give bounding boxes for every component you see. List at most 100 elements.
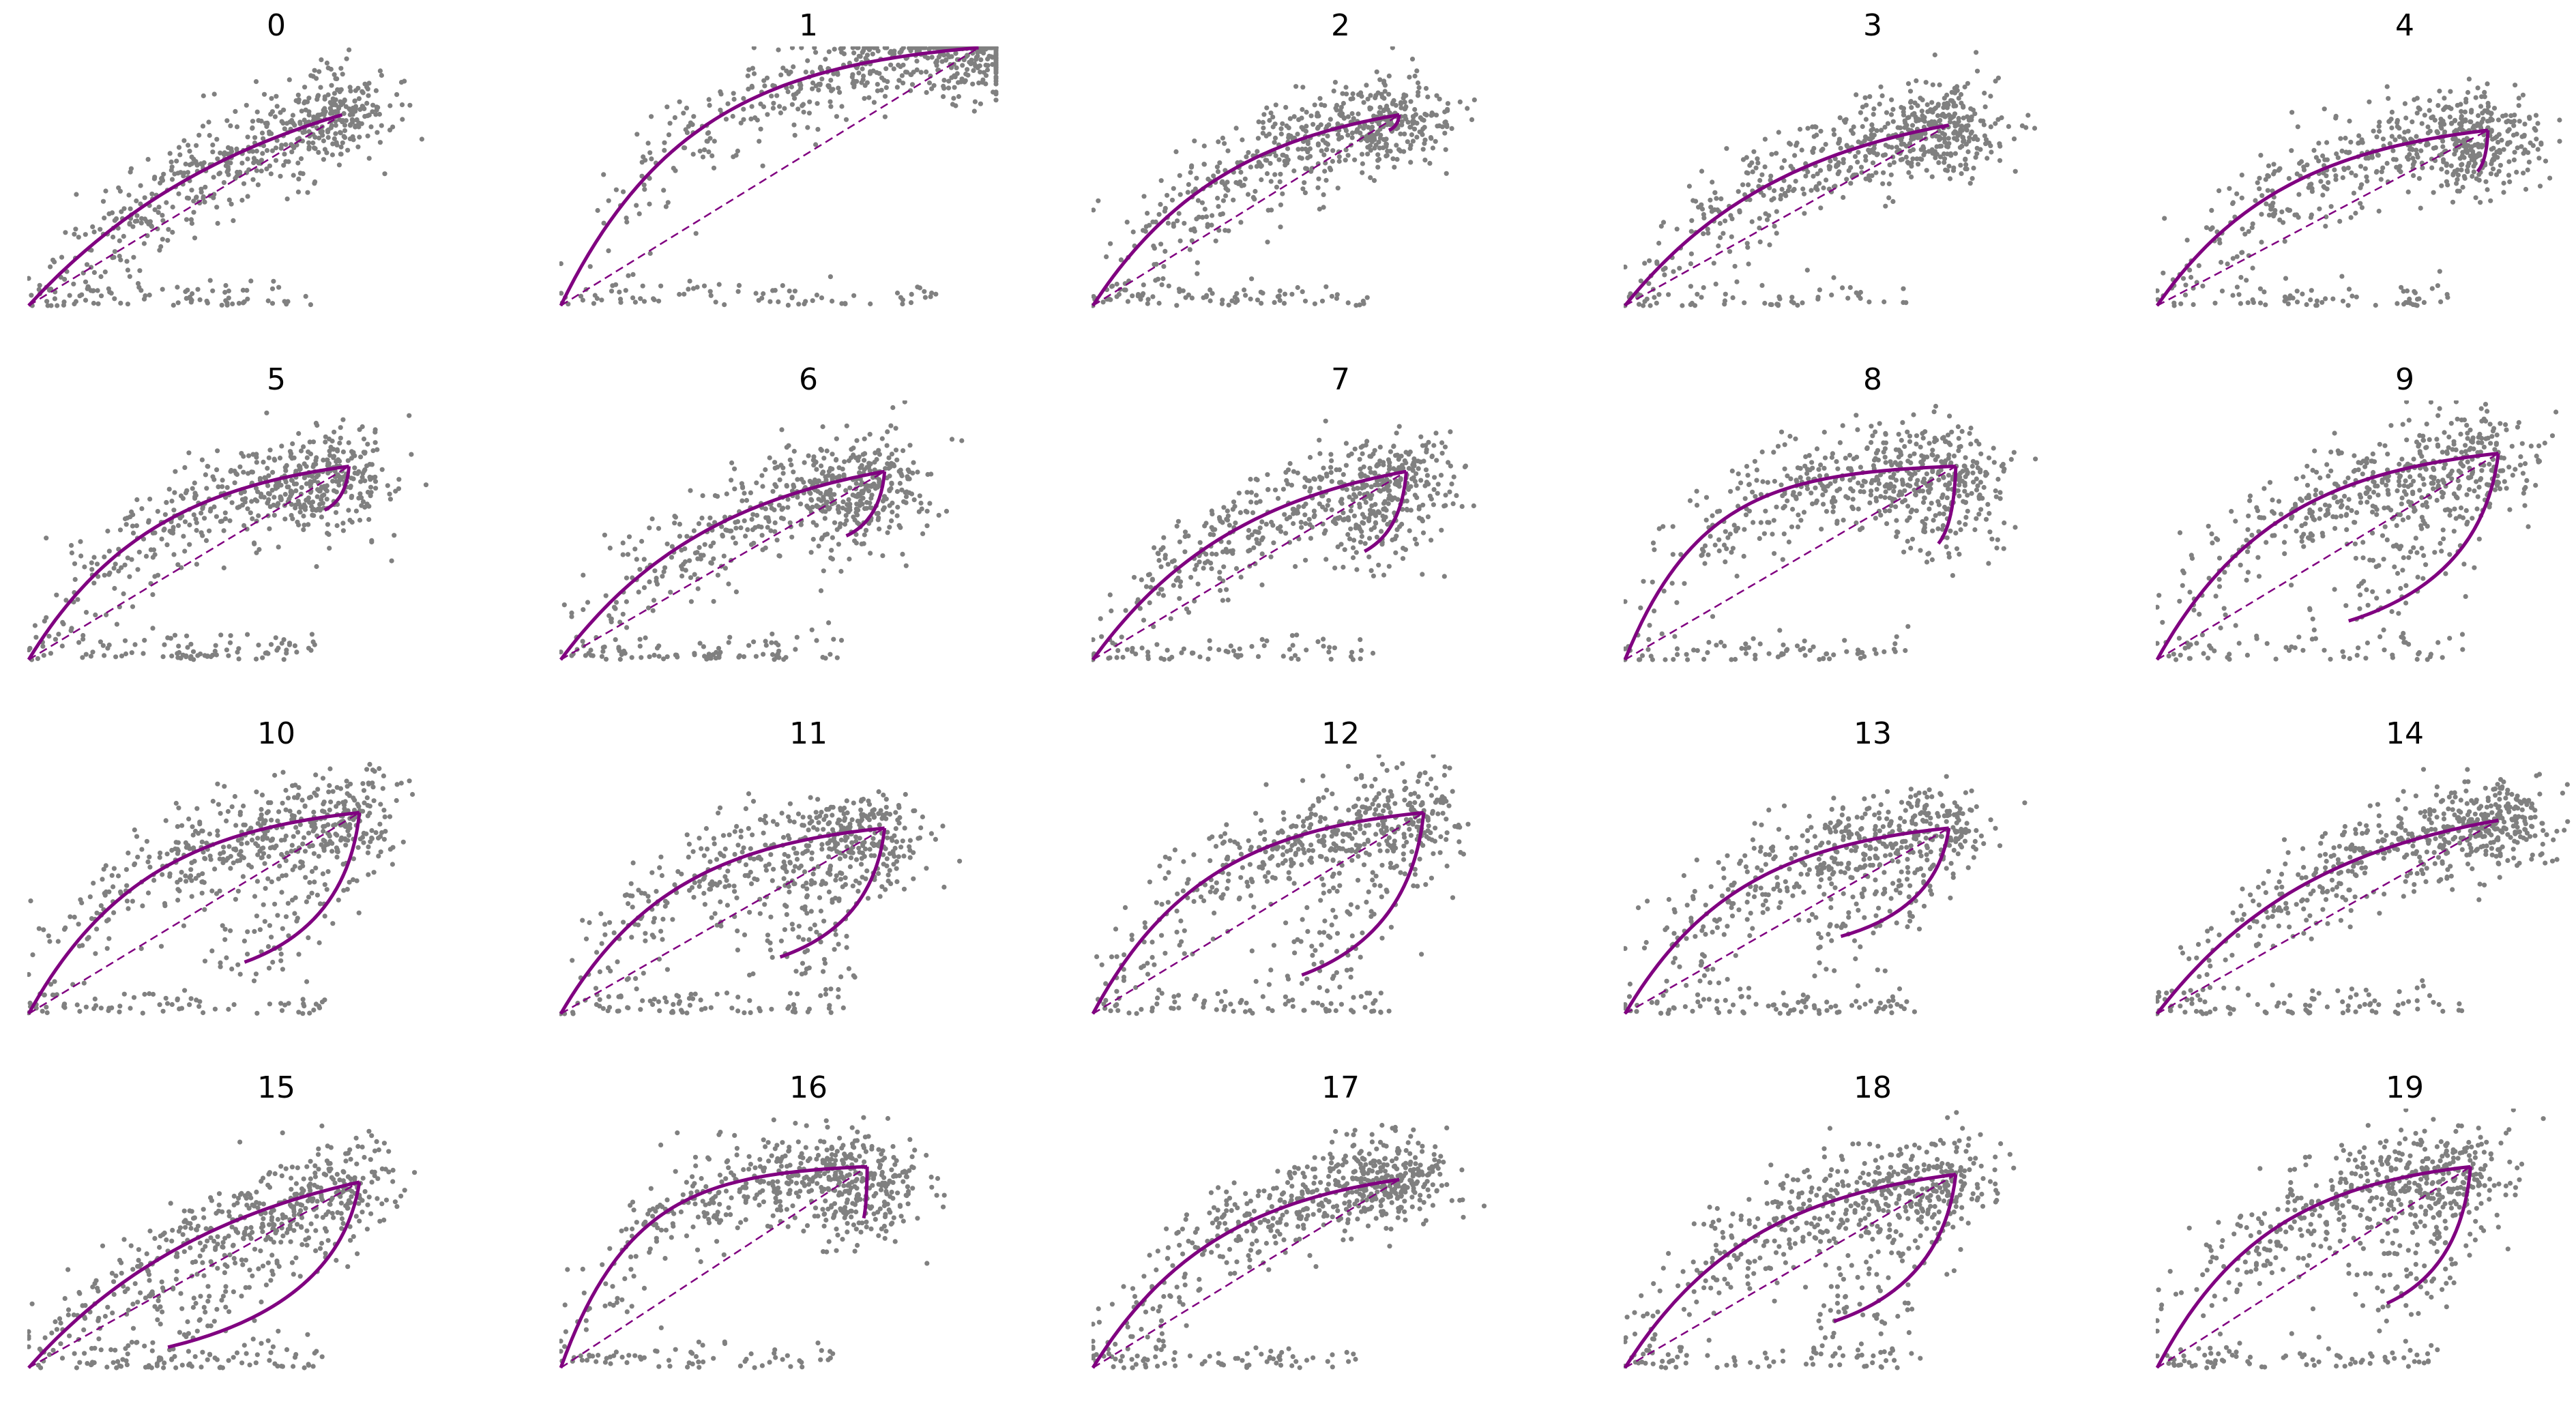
data-point <box>993 78 999 84</box>
data-point <box>887 487 892 493</box>
data-point <box>1811 173 1816 179</box>
data-point <box>750 512 756 517</box>
data-point <box>2225 261 2230 267</box>
data-point <box>1988 124 1993 130</box>
data-point <box>889 518 894 523</box>
data-point <box>340 140 345 145</box>
data-point <box>2538 141 2544 147</box>
data-point <box>366 80 372 86</box>
data-point <box>314 494 320 499</box>
data-point <box>1909 174 1914 179</box>
data-point <box>169 654 175 659</box>
data-point <box>908 88 913 93</box>
data-point <box>892 51 897 57</box>
data-point <box>299 108 304 114</box>
data-point <box>813 50 819 55</box>
data-point <box>338 151 343 157</box>
data-point <box>1999 115 2004 121</box>
data-point <box>808 490 813 496</box>
data-point <box>1189 295 1195 301</box>
data-point <box>1194 175 1199 181</box>
data-point <box>1268 179 1274 184</box>
data-point <box>191 199 196 204</box>
data-point <box>1923 80 1929 85</box>
data-point <box>2543 158 2549 164</box>
data-point <box>853 455 859 460</box>
data-point <box>824 503 830 510</box>
data-point <box>338 425 343 430</box>
data-point <box>1350 91 1356 97</box>
data-point <box>164 542 170 548</box>
data-point <box>830 298 835 304</box>
data-point <box>729 478 734 483</box>
data-point <box>1403 113 1408 119</box>
data-point <box>763 506 768 512</box>
data-point <box>905 467 911 473</box>
data-point <box>767 299 773 304</box>
data-point <box>697 148 703 154</box>
data-point <box>760 484 765 489</box>
data-point <box>823 499 829 505</box>
data-point <box>1945 144 1950 149</box>
data-point <box>130 604 136 609</box>
data-point <box>1701 211 1706 217</box>
data-point <box>2309 212 2314 218</box>
data-point <box>2442 96 2447 101</box>
data-point <box>1813 124 1819 130</box>
data-point <box>763 639 768 644</box>
data-point <box>1374 132 1379 137</box>
data-point <box>2447 114 2453 120</box>
data-point <box>2512 149 2517 155</box>
data-point <box>959 438 965 443</box>
data-point <box>1092 207 1096 213</box>
data-point <box>1289 656 1294 661</box>
data-point <box>1281 301 1287 306</box>
data-point <box>1835 162 1841 168</box>
data-point <box>983 73 989 78</box>
data-point <box>934 63 939 68</box>
data-point <box>756 297 761 303</box>
data-point <box>1751 149 1757 154</box>
data-point <box>152 207 158 212</box>
data-point <box>1289 291 1295 297</box>
data-point <box>636 211 642 216</box>
data-point <box>1264 105 1270 111</box>
data-point <box>1217 570 1223 575</box>
data-point <box>1188 164 1195 170</box>
data-point <box>333 76 338 81</box>
data-point <box>1331 88 1336 93</box>
data-point <box>1405 139 1410 145</box>
data-point <box>1956 96 1961 101</box>
data-point <box>267 163 272 169</box>
data-point <box>1250 510 1256 516</box>
data-point <box>167 151 173 156</box>
data-point <box>761 651 766 657</box>
data-point <box>1343 441 1349 446</box>
data-point <box>214 136 220 142</box>
data-point <box>259 118 264 124</box>
data-point <box>606 198 611 203</box>
data-point <box>1429 453 1435 459</box>
data-point <box>1422 125 1427 130</box>
data-point <box>914 59 920 64</box>
data-point <box>1241 182 1246 188</box>
data-point <box>314 422 320 428</box>
data-point <box>2253 198 2258 203</box>
data-point <box>2386 96 2391 101</box>
data-point <box>1959 171 1964 177</box>
data-point <box>807 99 813 104</box>
data-point <box>122 562 128 568</box>
data-point <box>2439 126 2444 131</box>
data-point <box>1133 651 1139 657</box>
data-point <box>1238 574 1244 580</box>
data-point <box>661 656 667 662</box>
data-point <box>196 132 202 138</box>
data-point <box>189 220 194 226</box>
data-point <box>1933 155 1938 160</box>
data-point <box>102 269 108 275</box>
data-point <box>928 46 933 50</box>
data-point <box>318 85 323 90</box>
data-point <box>1220 198 1226 203</box>
data-point <box>840 506 845 511</box>
data-point <box>943 508 950 514</box>
